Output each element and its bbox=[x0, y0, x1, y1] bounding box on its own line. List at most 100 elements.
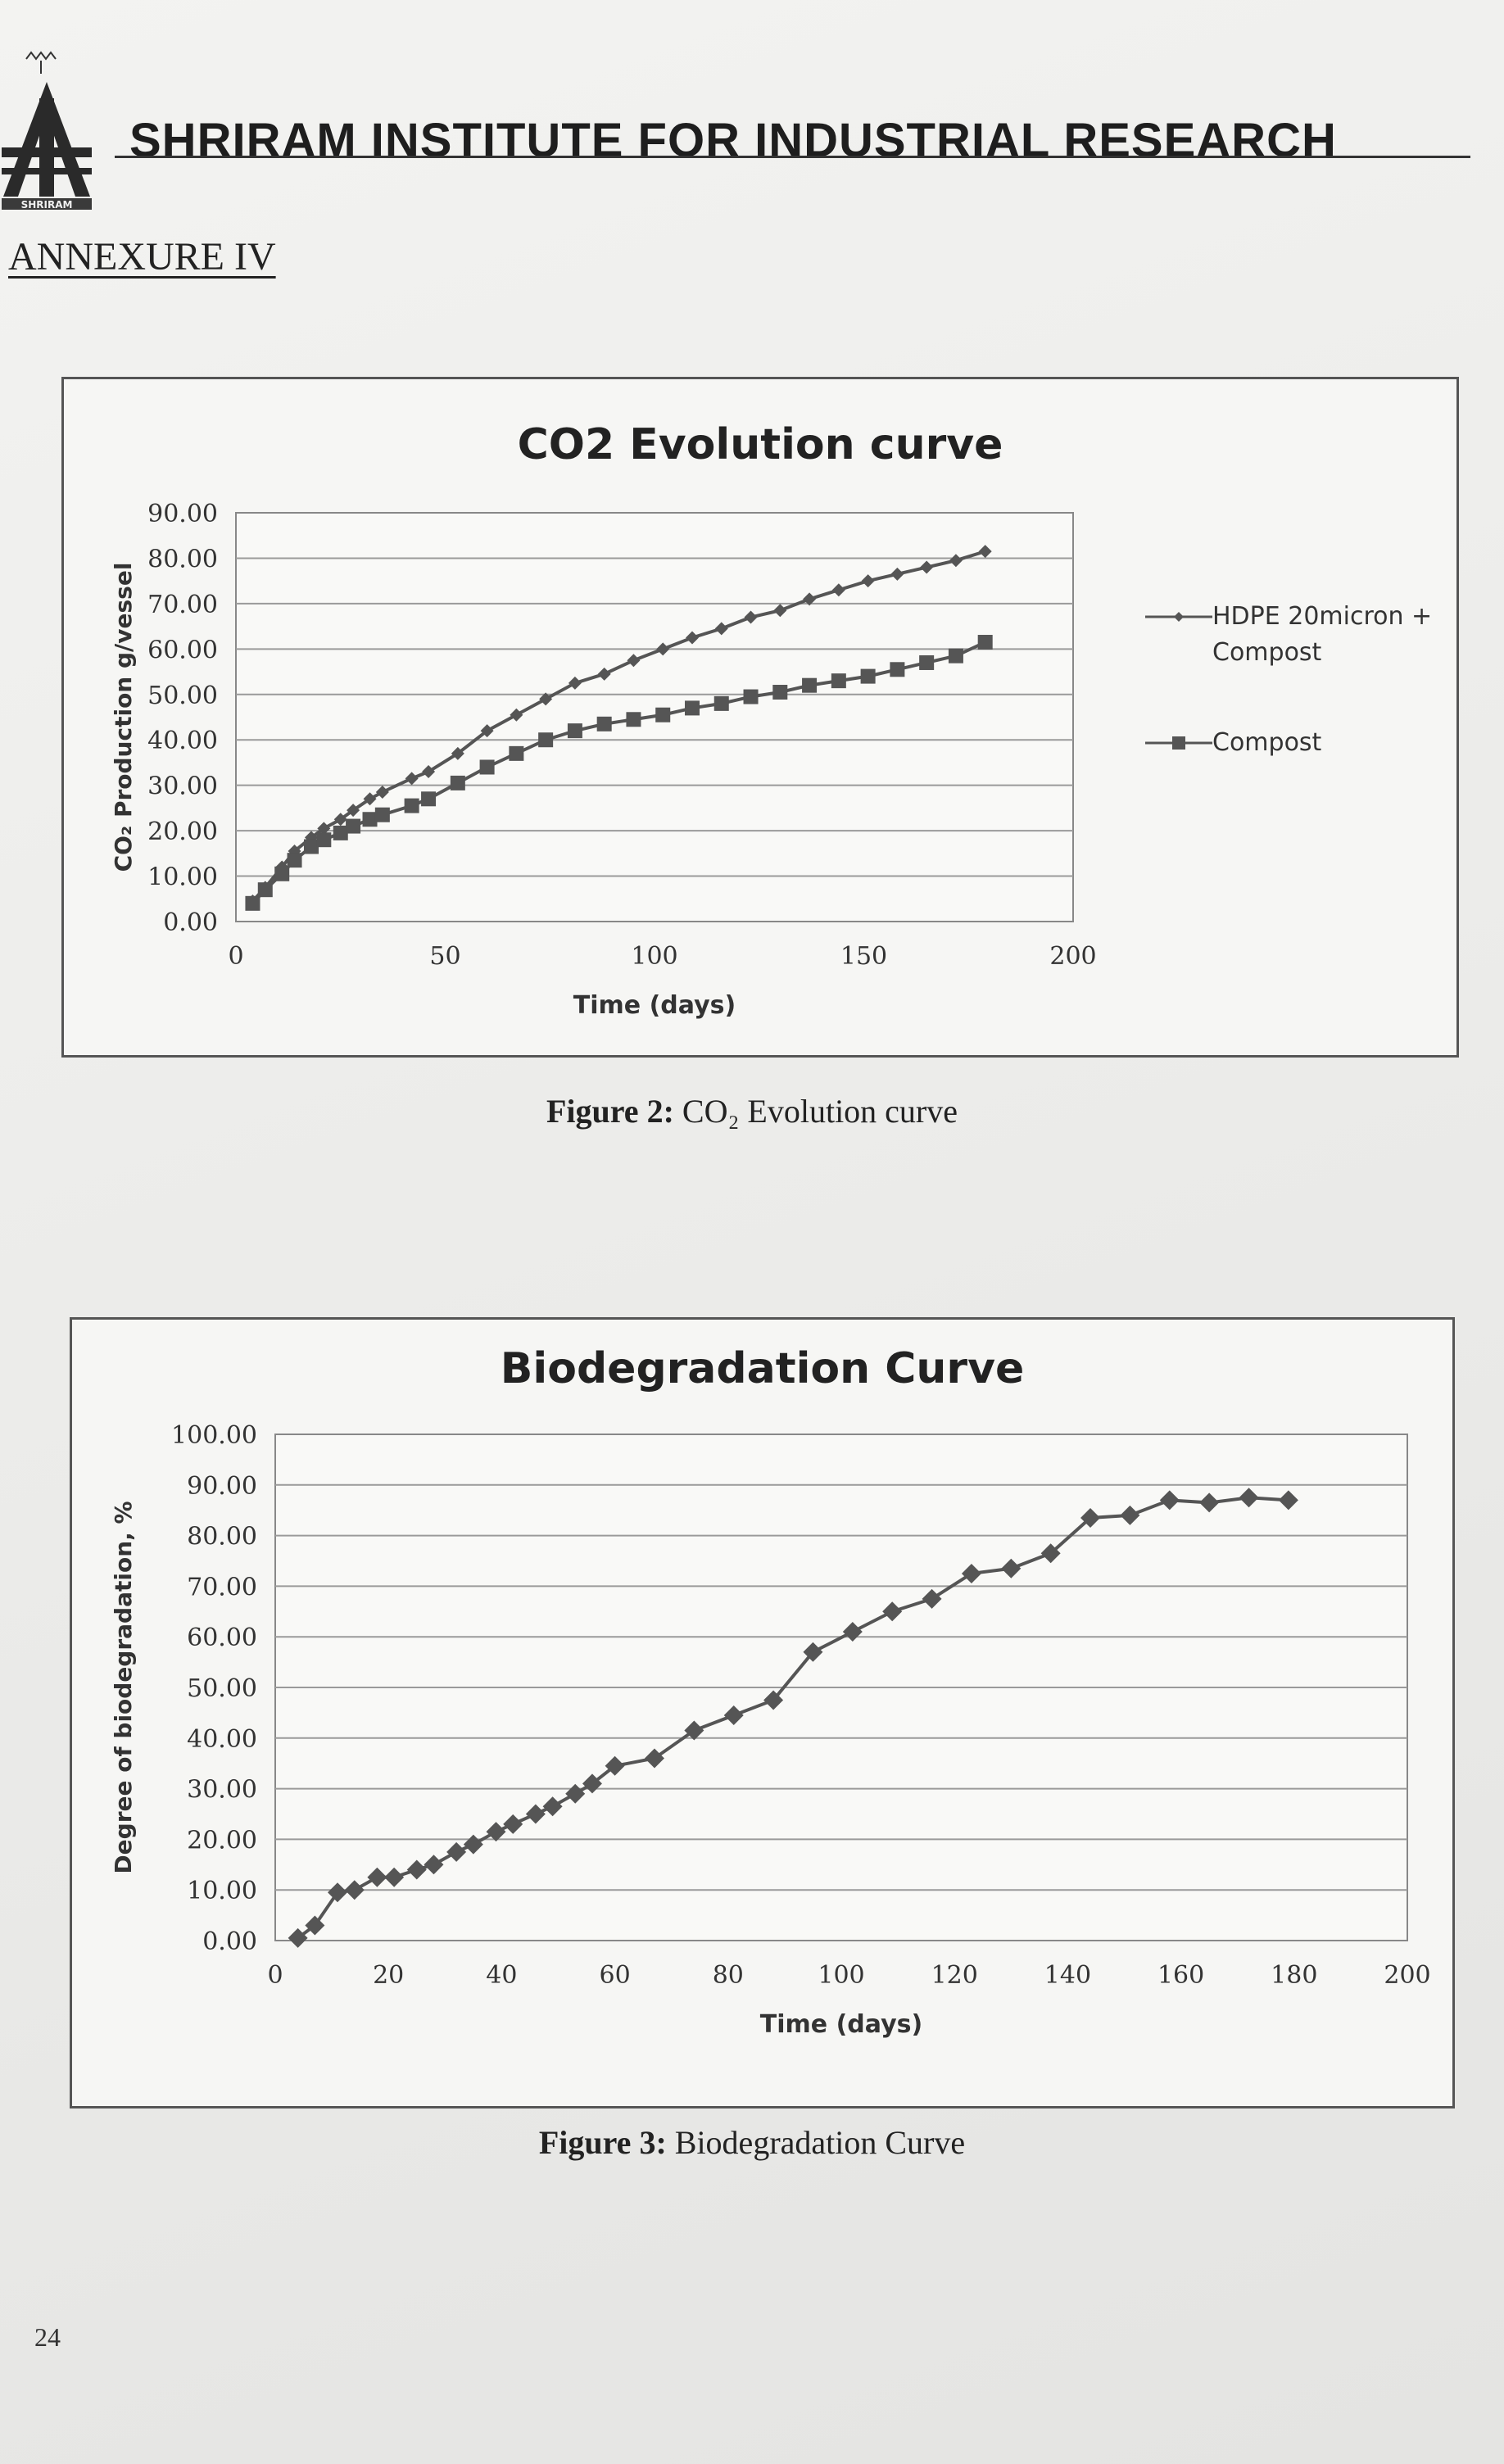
data-point bbox=[861, 574, 875, 588]
data-point bbox=[1001, 1558, 1022, 1578]
data-point bbox=[568, 676, 582, 690]
data-point bbox=[949, 554, 963, 568]
y-tick-label: 70.00 bbox=[187, 1573, 257, 1601]
data-point bbox=[596, 716, 612, 732]
caption-prefix: Figure 3: bbox=[538, 2124, 667, 2161]
x-tick-label: 120 bbox=[931, 1961, 978, 1990]
y-tick-label: 40.00 bbox=[187, 1725, 257, 1754]
y-tick-label: 60.00 bbox=[147, 636, 218, 664]
annexure-heading: ANNEXURE IV bbox=[8, 235, 276, 279]
data-point bbox=[503, 1814, 523, 1834]
data-point bbox=[288, 1927, 308, 1948]
data-point bbox=[890, 567, 904, 581]
biodegradation-chart: Biodegradation Curve 0.00 10.00 20.00 30.00… bbox=[70, 1317, 1455, 2108]
data-point bbox=[486, 1822, 506, 1842]
co2-evolution-chart: CO2 Evolution curve 0.00 10.00 20.00 30.00 4… bbox=[61, 377, 1459, 1058]
data-point bbox=[367, 1867, 387, 1887]
legend-marker-square-icon bbox=[1145, 736, 1212, 750]
x-tick-label: 100 bbox=[631, 942, 677, 971]
data-point bbox=[480, 724, 494, 738]
legend-label: HDPE 20micron + Compost bbox=[1212, 602, 1433, 667]
data-point bbox=[422, 765, 436, 779]
x-tick-label: 140 bbox=[1044, 1961, 1091, 1990]
data-point bbox=[405, 772, 419, 786]
y-tick-label: 40.00 bbox=[147, 727, 218, 755]
data-point bbox=[451, 746, 464, 760]
data-point bbox=[344, 1880, 365, 1900]
data-point bbox=[860, 668, 876, 684]
y-tick-label: 0.00 bbox=[202, 1927, 257, 1956]
data-point bbox=[479, 759, 495, 775]
legend-marker-diamond-icon bbox=[1145, 612, 1212, 622]
y-tick-label: 90.00 bbox=[147, 500, 218, 528]
x-tick-label: 20 bbox=[373, 1961, 404, 1990]
institute-name: SHRIRAM INSTITUTE FOR INDUSTRIAL RESEARC… bbox=[129, 114, 1337, 167]
data-point bbox=[763, 1690, 784, 1710]
chart-title: Biodegradation Curve bbox=[500, 1344, 1025, 1393]
data-point bbox=[404, 798, 419, 813]
data-point bbox=[305, 1915, 325, 1936]
data-point bbox=[605, 1755, 625, 1776]
x-axis-label: Time (days) bbox=[760, 2010, 922, 2039]
logo-text: SHRIRAM bbox=[21, 199, 73, 211]
data-point bbox=[831, 673, 846, 689]
data-point bbox=[684, 700, 700, 716]
legend-entry-compost: Compost bbox=[1145, 725, 1321, 761]
y-tick-label: 70.00 bbox=[147, 591, 218, 619]
co2-plot-area: 0.00 10.00 20.00 30.00 40.00 50.00 60.00 70.00 8… bbox=[110, 500, 1097, 1020]
data-point bbox=[406, 1859, 427, 1880]
y-tick-label: 20.00 bbox=[187, 1826, 257, 1855]
data-point bbox=[333, 825, 348, 840]
data-point bbox=[316, 832, 332, 848]
biodegradation-plot-area: 0.00 10.00 20.00 30.00 40.00 50.00 60.00 70.00 8… bbox=[110, 1421, 1431, 2039]
caption-prefix: Figure 2: bbox=[546, 1093, 674, 1130]
data-point bbox=[684, 1720, 704, 1741]
x-tick-label: 80 bbox=[713, 1961, 744, 1990]
data-point bbox=[421, 791, 437, 807]
y-tick-label: 0.00 bbox=[163, 908, 218, 937]
data-point bbox=[626, 712, 641, 727]
y-tick-label: 50.00 bbox=[187, 1674, 257, 1703]
data-point bbox=[1239, 1488, 1259, 1508]
data-point bbox=[744, 610, 758, 624]
data-point bbox=[446, 1841, 467, 1862]
chart-title: CO2 Evolution curve bbox=[517, 420, 1003, 469]
x-axis-label: Time (days) bbox=[573, 991, 736, 1020]
data-point bbox=[1080, 1507, 1101, 1528]
data-point bbox=[882, 1601, 903, 1622]
y-axis-label: Degree of biodegradation, % bbox=[110, 1501, 137, 1873]
data-point bbox=[328, 1882, 348, 1903]
y-tick-label: 10.00 bbox=[187, 1877, 257, 1905]
x-tick-label: 160 bbox=[1157, 1961, 1204, 1990]
data-point bbox=[450, 775, 465, 790]
y-tick-label: 10.00 bbox=[147, 863, 218, 892]
data-point bbox=[597, 667, 611, 681]
data-point bbox=[509, 745, 524, 761]
data-point bbox=[961, 1563, 981, 1583]
x-tick-label: 60 bbox=[600, 1961, 631, 1990]
data-point bbox=[375, 785, 389, 799]
data-point bbox=[287, 853, 302, 868]
header-divider bbox=[115, 156, 1470, 158]
x-tick-label: 50 bbox=[429, 942, 460, 971]
data-point bbox=[772, 685, 788, 700]
data-point bbox=[1278, 1490, 1298, 1511]
data-point bbox=[685, 631, 699, 645]
x-tick-label: 40 bbox=[486, 1961, 517, 1990]
data-point bbox=[424, 1855, 444, 1875]
y-tick-label: 80.00 bbox=[147, 545, 218, 573]
data-point bbox=[919, 654, 935, 670]
data-point bbox=[363, 792, 377, 806]
x-tick-label: 0 bbox=[228, 942, 243, 971]
caption-text: CO₂ Evolution curve bbox=[682, 1093, 958, 1130]
figure-2-caption: Figure 2: CO₂ Evolution curve bbox=[0, 1092, 1504, 1130]
data-point bbox=[374, 807, 390, 822]
x-tick-label: 0 bbox=[267, 1961, 283, 1990]
data-point bbox=[714, 622, 728, 636]
data-point bbox=[978, 545, 992, 559]
data-point bbox=[317, 822, 331, 836]
data-point bbox=[542, 1796, 563, 1817]
data-point bbox=[565, 1783, 586, 1804]
y-tick-label: 60.00 bbox=[187, 1624, 257, 1652]
data-point bbox=[274, 866, 290, 881]
